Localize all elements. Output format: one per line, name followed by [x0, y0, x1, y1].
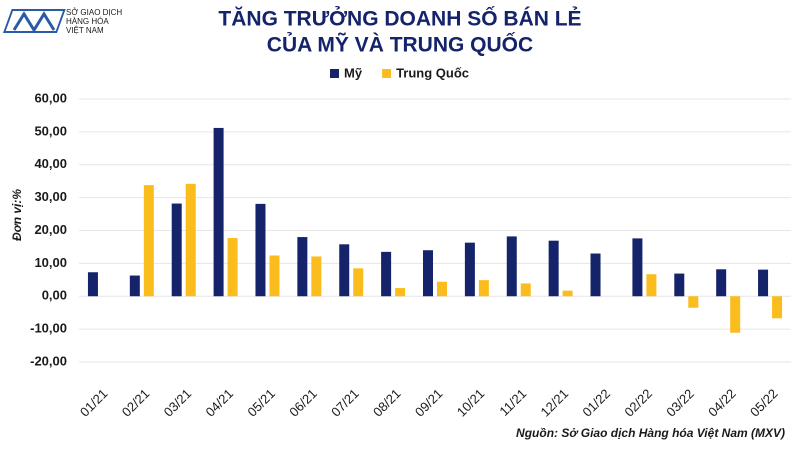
legend-label: Trung Quốc [396, 65, 469, 80]
bar [730, 296, 741, 333]
x-tick-label: 02/21 [119, 386, 153, 420]
bar [688, 296, 699, 308]
bar [562, 290, 573, 297]
bar [143, 185, 154, 297]
y-tick-label: 60,00 [34, 90, 67, 105]
y-tick-label: -10,00 [30, 321, 67, 336]
legend-label: Mỹ [344, 65, 363, 80]
chart-title: CỦA MỸ VÀ TRUNG QUỐC [267, 33, 533, 57]
bar [269, 255, 280, 297]
x-tick-label: 01/21 [77, 386, 111, 420]
y-tick-label: 50,00 [34, 123, 67, 138]
bar [311, 256, 322, 297]
y-tick-label: -20,00 [30, 353, 67, 368]
x-tick-label: 08/21 [370, 386, 404, 420]
x-tick-label: 04/22 [705, 386, 739, 420]
x-tick-label: 06/21 [286, 386, 320, 420]
y-tick-label: 10,00 [34, 255, 67, 270]
x-tick-label: 01/22 [579, 386, 613, 420]
x-tick-label: 12/21 [538, 386, 572, 420]
source-note: Nguồn: Sở Giao dịch Hàng hóa Việt Nam (M… [516, 426, 785, 440]
x-tick-label: 03/22 [663, 386, 697, 420]
bar [87, 272, 98, 297]
legend-swatch [382, 69, 392, 78]
bar [395, 288, 406, 297]
bar [339, 244, 350, 297]
bar [437, 281, 447, 297]
x-tick-label: 04/21 [203, 386, 237, 420]
bar [772, 296, 783, 319]
x-tick-label: 09/21 [412, 386, 446, 420]
x-tick-label: 05/22 [747, 386, 781, 420]
bar [185, 183, 196, 297]
logo-text: HÀNG HÓA [66, 17, 109, 26]
bar [171, 203, 182, 297]
x-tick-label: 07/21 [328, 386, 362, 420]
y-tick-label: 40,00 [34, 156, 67, 171]
x-tick-label: 05/21 [244, 386, 278, 420]
y-tick-label: 0,00 [42, 288, 67, 303]
bar [520, 283, 531, 297]
bar [716, 269, 727, 297]
bar [464, 242, 475, 297]
bar [590, 253, 601, 297]
bar [506, 236, 517, 297]
bar [353, 268, 364, 297]
logo-text: SỞ GIAO DỊCH [66, 8, 122, 17]
legend-swatch [330, 69, 339, 78]
bar [646, 274, 657, 297]
bar [381, 251, 392, 297]
bar [423, 250, 433, 297]
x-tick-label: 11/21 [496, 386, 529, 419]
bar [129, 275, 140, 297]
y-tick-label: 30,00 [34, 189, 67, 204]
logo: SỞ GIAO DỊCH HÀNG HÓA VIỆT NAM [2, 8, 122, 35]
bar [758, 269, 769, 297]
bar [255, 203, 266, 297]
bar [548, 240, 559, 297]
bar [297, 237, 308, 297]
x-tick-label: 02/22 [621, 386, 655, 420]
bar [674, 273, 685, 297]
y-axis-label: Đơn vị:% [10, 189, 24, 241]
logo-text: VIỆT NAM [66, 26, 104, 35]
bar [213, 127, 224, 297]
bar [478, 280, 489, 297]
bar [632, 238, 643, 297]
bar [227, 238, 238, 297]
x-tick-label: 10/21 [454, 386, 488, 420]
x-tick-label: 03/21 [161, 386, 195, 420]
y-tick-label: 20,00 [34, 222, 67, 237]
chart-title: TĂNG TRƯỞNG DOANH SỐ BÁN LẺ [218, 7, 581, 31]
